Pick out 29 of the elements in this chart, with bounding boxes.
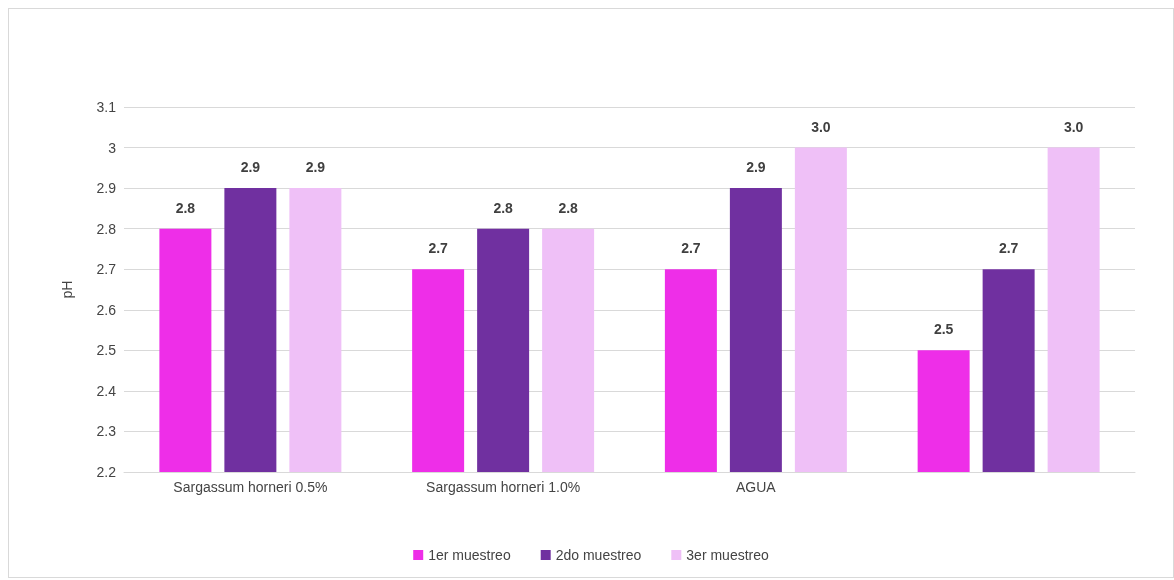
y-tick-label: 2.9 bbox=[96, 180, 117, 197]
y-tick-label: 3.1 bbox=[96, 99, 117, 115]
y-tick-label: 2.4 bbox=[96, 382, 117, 399]
legend-label: 2do muestreo bbox=[555, 547, 642, 563]
legend-label: 3er muestreo bbox=[686, 547, 769, 563]
x-tick-label: AGUA bbox=[736, 479, 777, 495]
y-tick-label: 2.5 bbox=[96, 342, 117, 359]
data-label: 2.9 bbox=[240, 159, 261, 176]
data-label: 2.7 bbox=[428, 240, 449, 257]
data-label: 2.9 bbox=[305, 159, 326, 176]
legend-label: 1er muestreo bbox=[428, 547, 511, 563]
data-label: 3.0 bbox=[811, 118, 831, 135]
data-label: 2.8 bbox=[175, 199, 196, 216]
y-tick-label: 2.3 bbox=[96, 423, 117, 440]
y-tick-label: 2.7 bbox=[96, 261, 117, 278]
data-label: 2.8 bbox=[493, 199, 514, 216]
x-tick-label: Sargassum horneri 0.5% bbox=[173, 479, 328, 495]
y-tick-label: 2.8 bbox=[96, 220, 117, 237]
data-label: 2.9 bbox=[746, 159, 766, 176]
data-label: 2.8 bbox=[558, 199, 579, 216]
y-tick-label: 3 bbox=[108, 139, 117, 156]
data-label: 2.7 bbox=[998, 240, 1019, 257]
data-label: 2.7 bbox=[681, 240, 701, 257]
y-tick-label: 2.6 bbox=[96, 301, 117, 318]
x-tick-label: Sargassum horneri 1.0% bbox=[426, 479, 581, 495]
y-axis-title: pH bbox=[59, 280, 75, 299]
data-label: 3.0 bbox=[1063, 118, 1084, 135]
data-label: 2.5 bbox=[933, 321, 954, 338]
y-tick-label: 2.2 bbox=[96, 464, 117, 480]
